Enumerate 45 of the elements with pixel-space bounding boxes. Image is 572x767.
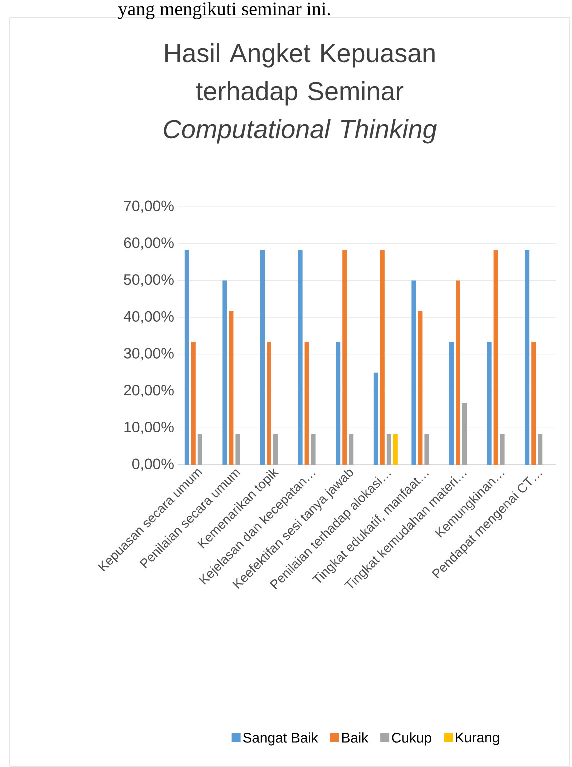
y-tick-label: 20,00%	[124, 385, 174, 398]
y-tick-label: 0,00%	[132, 458, 174, 472]
bar	[386, 434, 392, 465]
bar	[380, 250, 385, 465]
bar	[487, 342, 492, 465]
legend-label: Sangat Baik	[243, 732, 318, 746]
y-tick-label: 60,00%	[124, 238, 174, 250]
bar	[229, 311, 234, 465]
bar	[393, 434, 398, 465]
bar	[184, 250, 190, 465]
bar	[274, 434, 278, 465]
bar	[336, 342, 341, 465]
bar	[374, 372, 378, 465]
bar	[236, 434, 240, 465]
bar	[424, 434, 430, 465]
legend-label: Baik	[342, 732, 369, 743]
bar	[532, 342, 536, 465]
bar	[267, 342, 272, 465]
bar	[450, 342, 454, 465]
bar	[260, 250, 266, 465]
y-tick-label: 10,00%	[124, 422, 174, 434]
bar	[222, 280, 228, 465]
chart-title: Hasil Angket Kepuasan terhadap Seminar Computational Thinking	[164, 44, 438, 144]
bar	[198, 434, 202, 465]
y-tick-label: 40,00%	[124, 311, 174, 324]
bar	[500, 434, 505, 465]
bar	[191, 342, 196, 465]
bar	[342, 250, 348, 465]
legend-label: Kurang	[456, 732, 500, 746]
y-tick-label: 30,00%	[124, 348, 174, 361]
bar	[418, 311, 423, 465]
bar	[538, 434, 543, 465]
bar	[494, 250, 498, 465]
text: yang mengikuti seminar ini.	[118, 2, 330, 20]
y-tick-label: 70,00%	[124, 200, 174, 214]
y-tick-label: 50,00%	[124, 274, 174, 287]
bar	[462, 404, 468, 465]
bar	[304, 342, 310, 465]
bar	[525, 250, 530, 465]
legend-label: Cukup	[392, 732, 432, 746]
bar	[456, 280, 461, 465]
bar	[298, 250, 303, 465]
bar	[311, 434, 316, 465]
bar	[349, 434, 354, 465]
bar	[412, 280, 416, 465]
